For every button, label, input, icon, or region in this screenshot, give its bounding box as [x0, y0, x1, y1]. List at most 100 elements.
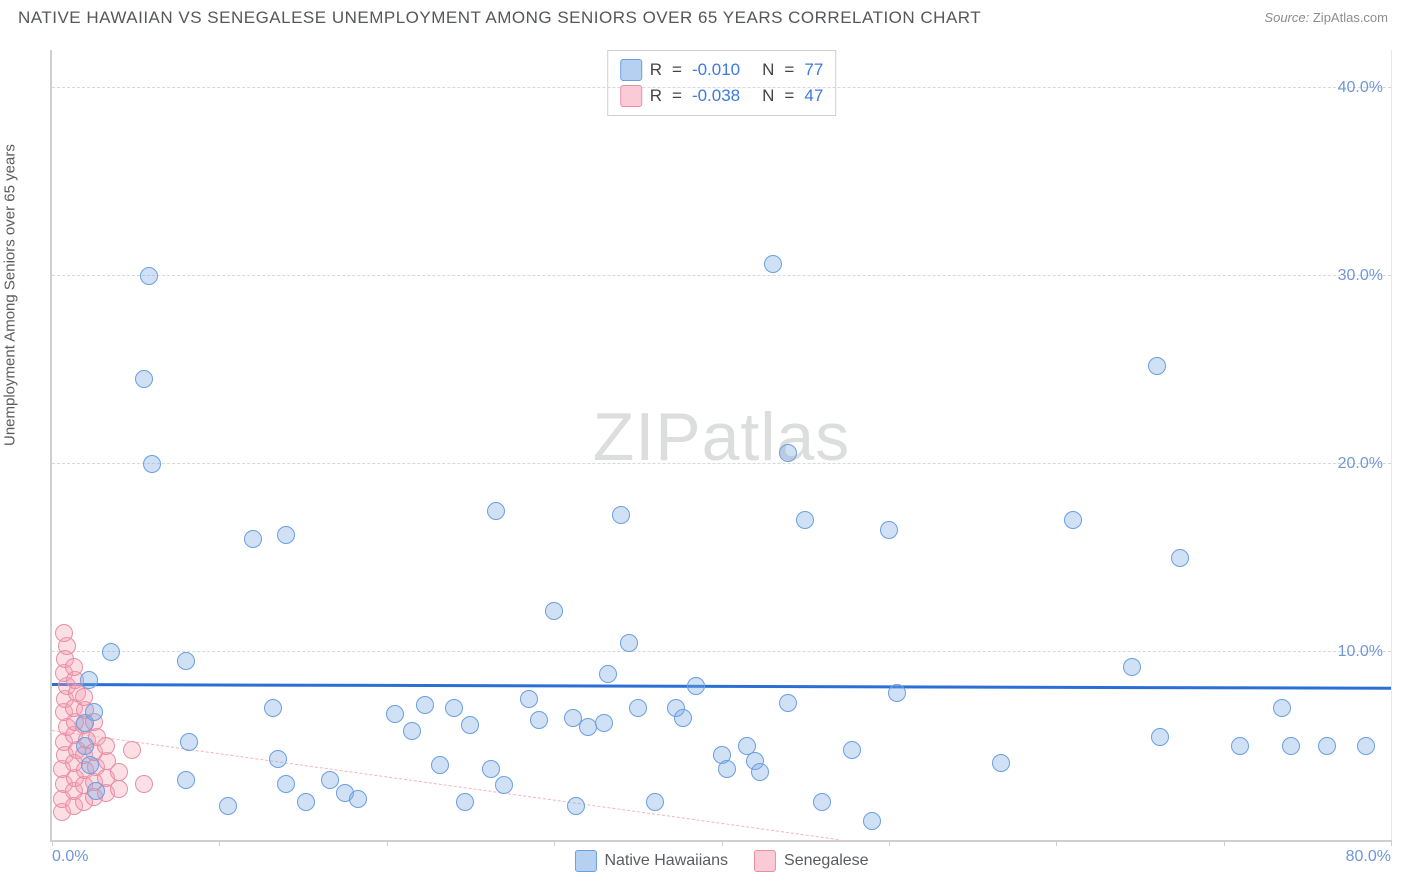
data-point	[1282, 737, 1300, 755]
x-tick-label: 0.0%	[52, 848, 88, 866]
data-point	[1357, 737, 1375, 755]
n-value: 47	[804, 86, 823, 106]
data-point	[779, 444, 797, 462]
x-tick-mark	[722, 840, 723, 846]
data-point	[1151, 728, 1169, 746]
data-point	[349, 790, 367, 808]
data-point	[180, 733, 198, 751]
data-point	[1064, 511, 1082, 529]
x-tick-mark	[52, 840, 53, 846]
data-point	[456, 793, 474, 811]
data-point	[445, 699, 463, 717]
watermark: ZIPatlas	[593, 398, 850, 476]
data-point	[219, 797, 237, 815]
data-point	[629, 699, 647, 717]
data-point	[545, 602, 563, 620]
series-legend-item: Senegalese	[754, 850, 869, 872]
gridline	[52, 651, 1391, 652]
data-point	[1148, 357, 1166, 375]
data-point	[520, 690, 538, 708]
data-point	[123, 741, 141, 759]
y-tick-label: 30.0%	[1338, 267, 1383, 285]
data-point	[646, 793, 664, 811]
data-point	[796, 511, 814, 529]
data-point	[487, 502, 505, 520]
data-point	[612, 506, 630, 524]
data-point	[140, 267, 158, 285]
data-point	[269, 750, 287, 768]
y-tick-label: 20.0%	[1338, 455, 1383, 473]
legend-swatch	[620, 85, 642, 107]
data-point	[674, 709, 692, 727]
r-label: R	[650, 60, 662, 80]
source-attribution: Source: ZipAtlas.com	[1264, 10, 1388, 25]
r-value: -0.038	[692, 86, 740, 106]
data-point	[1123, 658, 1141, 676]
data-point	[718, 760, 736, 778]
data-point	[277, 775, 295, 793]
data-point	[264, 699, 282, 717]
data-point	[177, 652, 195, 670]
gridline	[52, 87, 1391, 88]
data-point	[595, 714, 613, 732]
data-point	[461, 716, 479, 734]
data-point	[751, 763, 769, 781]
data-point	[880, 521, 898, 539]
x-tick-mark	[1056, 840, 1057, 846]
r-label: R	[650, 86, 662, 106]
gridline	[52, 275, 1391, 276]
data-point	[687, 677, 705, 695]
legend-row: R=-0.010N=77	[620, 57, 824, 83]
data-point	[1273, 699, 1291, 717]
data-point	[81, 756, 99, 774]
legend-swatch	[754, 850, 776, 872]
data-point	[277, 526, 295, 544]
data-point	[416, 696, 434, 714]
data-point	[76, 714, 94, 732]
scatter-chart: ZIPatlas R=-0.010N=77R=-0.038N=47 Native…	[50, 50, 1392, 842]
data-point	[80, 671, 98, 689]
data-point	[321, 771, 339, 789]
data-point	[386, 705, 404, 723]
data-point	[530, 711, 548, 729]
series-legend-item: Native Hawaiians	[574, 850, 728, 872]
gridline	[52, 463, 1391, 464]
n-value: 77	[804, 60, 823, 80]
data-point	[177, 771, 195, 789]
series-legend-label: Native Hawaiians	[604, 852, 728, 870]
data-point	[495, 776, 513, 794]
r-value: -0.010	[692, 60, 740, 80]
x-tick-mark	[889, 840, 890, 846]
x-tick-label: 80.0%	[1346, 848, 1391, 866]
x-tick-mark	[1391, 840, 1392, 846]
data-point	[135, 775, 153, 793]
data-point	[567, 797, 585, 815]
source-label: Source:	[1264, 10, 1309, 25]
data-point	[843, 741, 861, 759]
n-label: N	[762, 86, 774, 106]
x-tick-mark	[387, 840, 388, 846]
data-point	[87, 782, 105, 800]
legend-swatch	[574, 850, 596, 872]
data-point	[1171, 549, 1189, 567]
data-point	[110, 780, 128, 798]
data-point	[779, 694, 797, 712]
data-point	[97, 737, 115, 755]
data-point	[1318, 737, 1336, 755]
trend-line	[52, 683, 1391, 690]
data-point	[992, 754, 1010, 772]
data-point	[599, 665, 617, 683]
data-point	[620, 634, 638, 652]
data-point	[297, 793, 315, 811]
series-legend-label: Senegalese	[784, 852, 869, 870]
legend-swatch	[620, 59, 642, 81]
x-tick-mark	[554, 840, 555, 846]
data-point	[863, 812, 881, 830]
data-point	[102, 643, 120, 661]
x-tick-mark	[1224, 840, 1225, 846]
data-point	[110, 763, 128, 781]
x-tick-mark	[219, 840, 220, 846]
data-point	[76, 737, 94, 755]
series-legend: Native Hawaiians Senegalese	[574, 850, 868, 872]
data-point	[813, 793, 831, 811]
